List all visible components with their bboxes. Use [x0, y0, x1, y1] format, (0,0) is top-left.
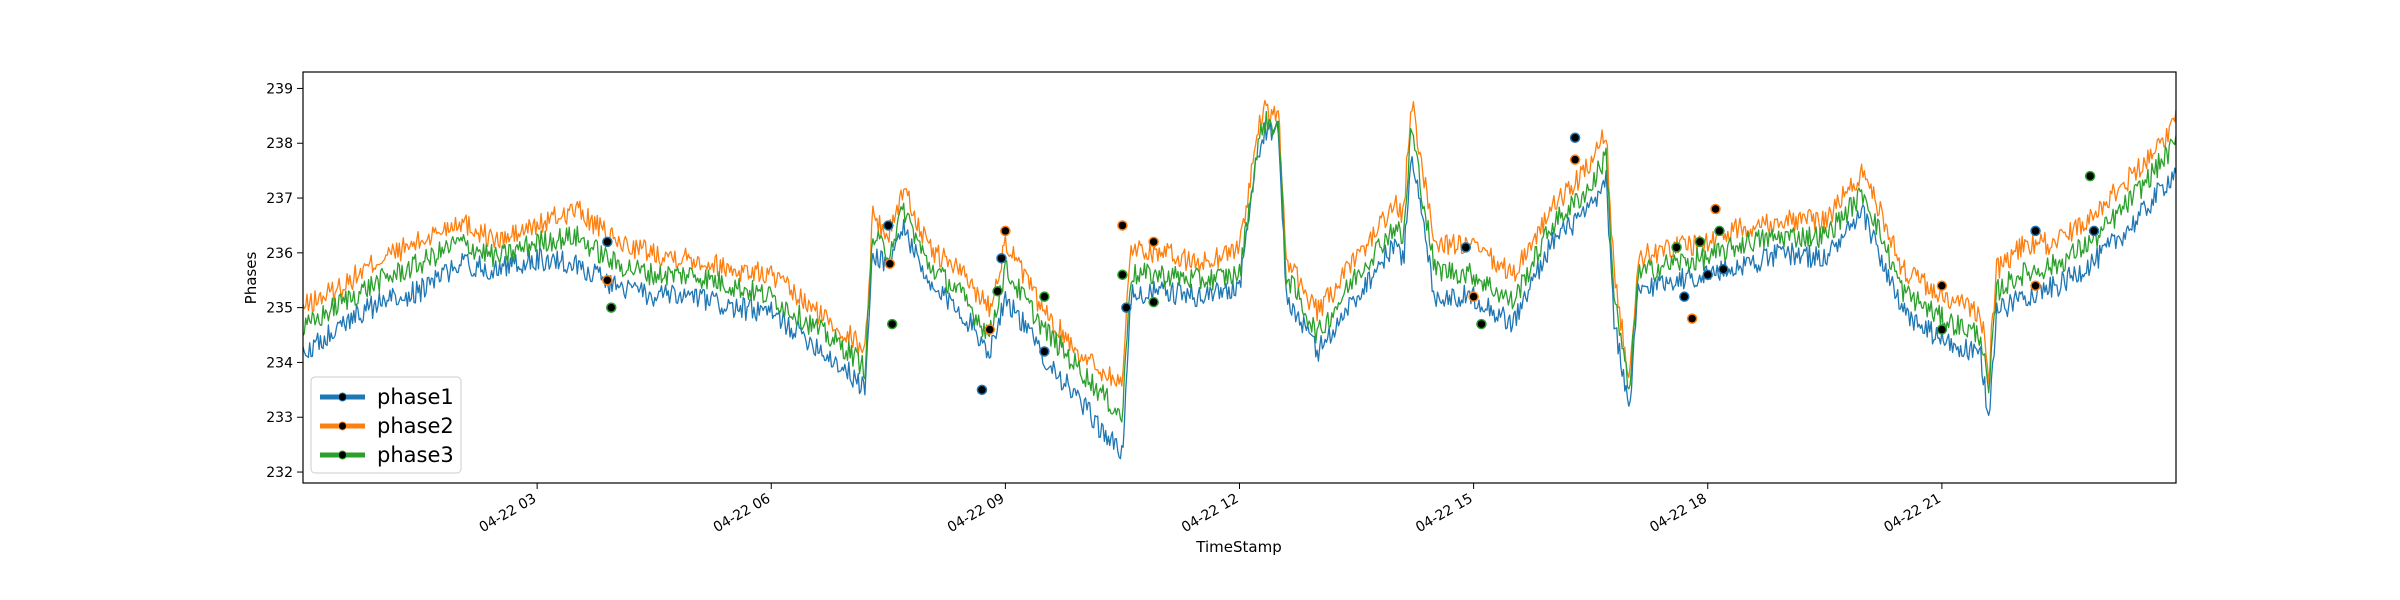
y-tick-label: 239 — [266, 81, 293, 97]
y-tick-label: 235 — [266, 301, 293, 317]
anomaly-marker — [883, 220, 894, 231]
anomaly-marker — [984, 324, 996, 335]
legend-label-phase1: phase1 — [377, 385, 454, 409]
series-line-phase2 — [303, 99, 2176, 387]
y-tick-label: 236 — [266, 246, 293, 262]
series-layer — [303, 99, 2176, 460]
anomaly-marker — [2088, 225, 2100, 237]
legend-box — [310, 376, 462, 474]
legend: phase1 phase2 phase3 — [310, 376, 462, 474]
anomaly-marker — [884, 258, 896, 270]
anomaly-marker — [1710, 203, 1721, 215]
series-line-phase3 — [303, 110, 2176, 423]
y-tick-label: 237 — [266, 191, 293, 207]
anomaly-marker — [1679, 291, 1690, 302]
anomaly-marker — [1121, 302, 1132, 313]
anomaly-marker — [1148, 296, 1159, 308]
series-line-phase1 — [303, 120, 2176, 460]
y-tick-label: 234 — [266, 355, 293, 371]
anomaly-marker — [996, 253, 1007, 264]
anomaly-marker — [1468, 291, 1479, 302]
anomaly-marker — [2030, 225, 2041, 237]
anomaly-marker — [606, 302, 617, 313]
y-axis-label: Phases — [242, 252, 260, 305]
anomaly-marker — [1039, 346, 1050, 357]
anomaly-marker — [1686, 313, 1698, 324]
anomaly-marker — [2030, 280, 2041, 291]
y-axis: 232 233 234 235 236 237 238 239 — [266, 81, 303, 481]
anomaly-marker — [992, 285, 1003, 297]
x-axis-label: TimeStamp — [1195, 538, 1281, 556]
anomaly-marker — [1039, 291, 1050, 302]
y-tick-label: 238 — [266, 136, 293, 152]
anomaly-marker — [2084, 170, 2096, 182]
anomaly-marker-layer — [602, 132, 2100, 396]
anomaly-marker — [1569, 132, 1581, 144]
anomaly-marker — [1702, 269, 1713, 281]
legend-label-phase2: phase2 — [377, 414, 454, 438]
anomaly-marker — [976, 384, 988, 396]
anomaly-marker — [602, 236, 613, 248]
anomaly-marker — [1117, 220, 1128, 231]
y-tick-label: 232 — [266, 465, 293, 481]
anomaly-marker — [1117, 269, 1128, 281]
anomaly-marker — [1000, 225, 1011, 237]
anomaly-marker — [1936, 280, 1948, 291]
anomaly-marker — [602, 274, 613, 286]
anomaly-marker — [1694, 236, 1706, 248]
y-tick-label: 233 — [266, 410, 293, 426]
anomaly-marker — [1671, 242, 1682, 253]
anomaly-marker — [1714, 225, 1725, 237]
anomaly-marker — [1476, 318, 1487, 330]
legend-marker-phase2 — [338, 421, 347, 431]
anomaly-marker — [1148, 236, 1159, 248]
anomaly-marker — [1718, 264, 1729, 275]
anomaly-marker — [1936, 324, 1948, 335]
anomaly-marker — [1569, 154, 1581, 165]
legend-marker-phase3 — [338, 450, 347, 460]
legend-label-phase3: phase3 — [377, 443, 454, 467]
legend-marker-phase1 — [338, 392, 347, 402]
anomaly-marker — [886, 318, 898, 330]
anomaly-marker — [1460, 242, 1472, 253]
